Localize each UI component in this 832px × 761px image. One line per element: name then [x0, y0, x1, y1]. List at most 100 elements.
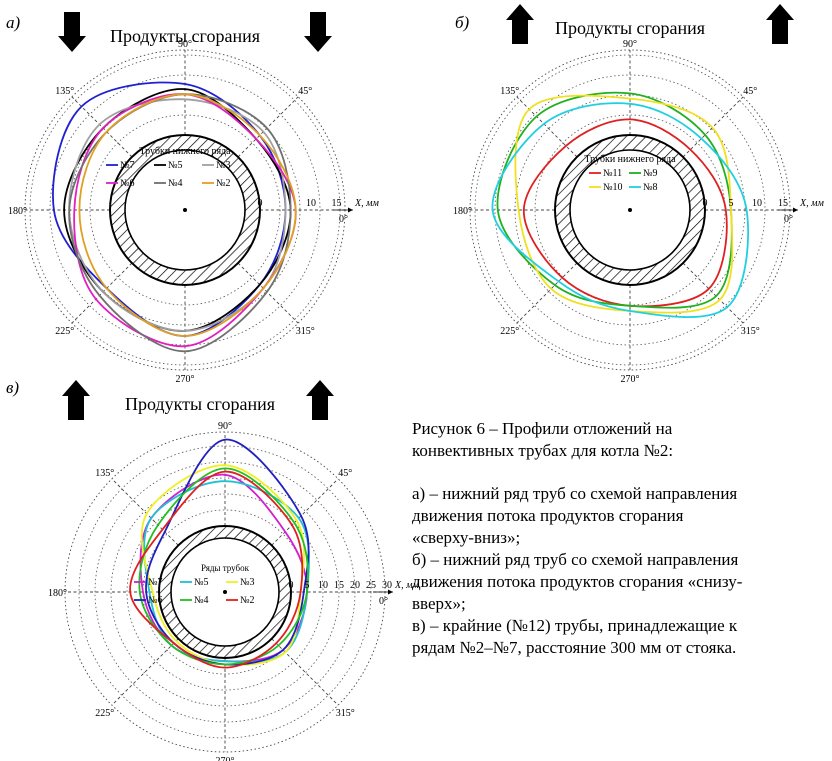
arrow-down-icon: [304, 12, 332, 52]
tube-outer-edge: [109, 134, 261, 286]
legend: Ряды трубок №7 №5 №3 №6 №4 №2: [134, 563, 255, 606]
angle-label: 0°: [784, 214, 793, 225]
angle-label: 315°: [741, 326, 760, 337]
angle-label: 270°: [176, 374, 195, 385]
angle-label: 225°: [55, 326, 74, 337]
caption-line: движения потока продуктов сгорания «сниз…: [412, 572, 743, 591]
grid-spoke: [682, 96, 744, 158]
radius-tick-label: 30: [382, 580, 392, 591]
angle-label: 0°: [339, 214, 348, 225]
axis-arrowhead-icon: [793, 207, 798, 213]
panel-header: Продукты сгорания: [555, 18, 705, 38]
arrow-up-icon: [506, 4, 534, 44]
angle-label: 225°: [500, 326, 519, 337]
polar-chart-b: б) Продукты сгорания 0° 45° 90° 135° 180° 225° 2…: [453, 4, 824, 385]
tube-wall: [159, 526, 291, 658]
tube-wall: [555, 135, 705, 285]
caption-line: б) – нижний ряд труб со схемой направлен…: [412, 550, 739, 569]
legend-entry: №2: [216, 178, 231, 189]
radius-tick-label: 15: [332, 198, 342, 209]
grid-ring: [126, 493, 324, 691]
series-line-№4: [68, 93, 292, 353]
angle-label: 180°: [48, 588, 67, 599]
caption-line: Рисунок 6 – Профили отложений на: [412, 419, 673, 438]
tube-center-dot: [183, 208, 187, 212]
series-line-№6: [145, 438, 310, 666]
legend-entry: №7: [148, 577, 163, 588]
axis-x-label: X, мм: [354, 198, 379, 209]
radius-ticks: 0 5 10 15 20 25 30: [289, 580, 393, 591]
axis-x-label: X, мм: [394, 580, 419, 591]
grid-ring: [110, 477, 340, 707]
panel-header: Продукты сгорания: [110, 26, 260, 46]
caption-gap: [412, 462, 832, 483]
grid-ring: [494, 74, 766, 346]
arrow-up-icon: [306, 380, 334, 420]
radius-tick-label: 20: [350, 580, 360, 591]
radius-tick-label: 10: [752, 198, 762, 209]
legend-entry: №2: [240, 595, 255, 606]
series-line-№8: [491, 102, 749, 319]
legend-entry: №4: [194, 595, 209, 606]
axis-arrowhead-icon: [348, 207, 353, 213]
grid-spoke: [111, 638, 179, 706]
series-line-№3: [140, 464, 305, 666]
tube-wall: [110, 135, 260, 285]
panel-letter: а): [6, 13, 21, 32]
series-line-№5: [63, 88, 292, 332]
legend-entry: №9: [643, 168, 658, 179]
series-line-№2: [129, 470, 304, 669]
radius-tick-label: 10: [306, 198, 316, 209]
legend-entry: №11: [603, 168, 622, 179]
tube-center-dot: [223, 590, 227, 594]
grid-ring: [89, 114, 281, 306]
legend-entry: №5: [194, 577, 209, 588]
series-line-№7: [139, 473, 308, 663]
radius-tick-label: 0: [258, 198, 263, 209]
radius-ticks: 0 5 10 15: [703, 198, 789, 209]
radius-tick-label: 5: [305, 580, 310, 591]
angle-label: 315°: [296, 326, 315, 337]
tube-outer-edge: [554, 134, 706, 286]
grid-spoke: [271, 478, 339, 546]
angle-labels: 0° 45° 90° 135° 180° 225° 270° 315°: [8, 39, 348, 385]
caption-line: рядам №2–№7, расстояние 300 мм от стояка…: [412, 638, 737, 657]
grid-ring: [94, 461, 356, 723]
legend: Трубки нижнего ряда №7 №5 №3 №6 №4 №2: [106, 146, 231, 189]
caption-line: «сверху-вниз»;: [412, 528, 521, 547]
figure-caption: Рисунок 6 – Профили отложений на конвект…: [412, 418, 832, 659]
panel-letter: в): [6, 378, 19, 397]
series-line-№10: [514, 94, 734, 314]
angle-label: 90°: [623, 39, 637, 50]
caption-line: конвективных трубах для котла №2:: [412, 441, 674, 460]
angle-label: 270°: [621, 374, 640, 385]
arrow-up-icon: [62, 380, 90, 420]
axis-arrowhead-icon: [388, 589, 393, 595]
series-group: [52, 81, 297, 353]
grid-ring: [49, 74, 321, 346]
tube-center-dot: [628, 208, 632, 212]
panel-header: Продукты сгорания: [125, 394, 275, 414]
angle-labels: 0° 45° 90° 135° 180° 225° 270° 315°: [48, 421, 388, 761]
radius-tick-label: 15: [778, 198, 788, 209]
series-group: [491, 91, 749, 319]
legend-entry: №7: [120, 160, 135, 171]
arrow-up-icon: [766, 4, 794, 44]
angle-label: 180°: [8, 206, 27, 217]
angle-label: 90°: [178, 39, 192, 50]
legend-entry: №3: [240, 577, 255, 588]
angle-label: 180°: [453, 206, 472, 217]
radius-tick-label: 5: [729, 198, 734, 209]
angle-label: 90°: [218, 421, 232, 432]
radius-ticks: 0 10 15: [258, 198, 342, 209]
radius-tick-label: 25: [366, 580, 376, 591]
caption-line: движения потока продуктов сгорания: [412, 506, 684, 525]
polar-chart-c: в) Продукты сгорания 0° 45° 90° 135° 180° 225° 2…: [6, 378, 419, 761]
legend-title: Трубки нижнего ряда: [139, 146, 231, 157]
grid-spoke: [111, 478, 179, 546]
radius-tick-label: 0: [289, 580, 294, 591]
legend-title: Ряды трубок: [201, 563, 250, 573]
angle-label: 225°: [95, 708, 114, 719]
legend-entry: №5: [168, 160, 183, 171]
series-group: [129, 438, 310, 669]
